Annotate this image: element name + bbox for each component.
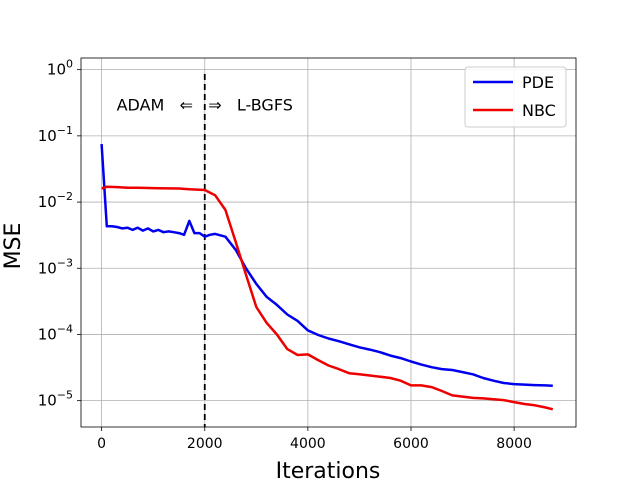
y-tick-label: 100 xyxy=(47,58,73,79)
y-axis-label: MSE xyxy=(1,223,26,270)
plot-frame xyxy=(80,57,577,428)
series-line-nbc xyxy=(101,185,554,411)
x-tick-label: 8000 xyxy=(496,436,532,452)
y-tick-label: 10−3 xyxy=(38,256,73,277)
x-tick-label: 0 xyxy=(97,436,106,452)
y-tick-label: 10−4 xyxy=(38,322,73,343)
x-tick-label: 6000 xyxy=(393,436,429,452)
legend-label-nbc: NBC xyxy=(522,101,556,120)
series-lines xyxy=(100,144,554,411)
x-axis-ticks: 0 2000 4000 6000 8000 xyxy=(97,427,532,452)
legend-label-pde: PDE xyxy=(522,73,554,92)
y-tick-label: 10−1 xyxy=(38,124,73,145)
y-axis-ticks: 10−5 10−4 10−3 10−2 10−1 100 xyxy=(38,58,81,410)
series-line-pde xyxy=(100,144,553,387)
x-tick-label: 4000 xyxy=(290,436,326,452)
y-tick-label: 10−2 xyxy=(38,190,73,211)
legend: PDE NBC xyxy=(464,66,567,128)
y-tick-label: 10−5 xyxy=(38,389,73,410)
x-tick-label: 2000 xyxy=(187,436,223,452)
x-axis-label: Iterations xyxy=(276,459,381,480)
phase-annotation: ADAM ⇐ ⇒ L-BGFS xyxy=(117,95,293,114)
